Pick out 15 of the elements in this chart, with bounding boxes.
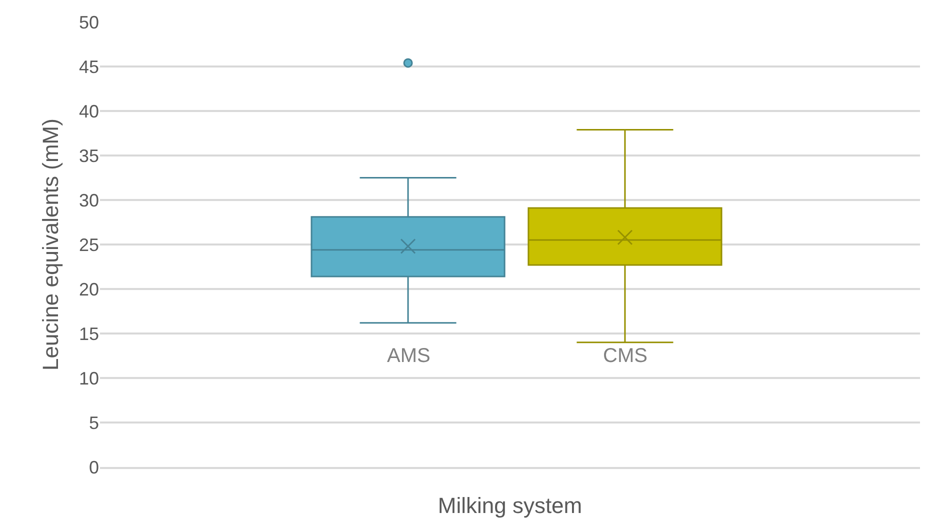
x-tick-label: AMS xyxy=(387,345,430,367)
y-tick-label: 50 xyxy=(78,12,99,32)
y-tick-label: 45 xyxy=(78,56,99,77)
y-tick-label: 35 xyxy=(78,146,99,166)
y-tick-label: 0 xyxy=(88,457,99,478)
y-tick-label: 15 xyxy=(78,324,99,344)
y-tick-label: 30 xyxy=(78,190,99,210)
y-tick-label: 40 xyxy=(78,101,99,122)
x-axis-title: Milking system xyxy=(438,493,582,518)
y-tick-label: 20 xyxy=(78,279,99,300)
y-tick-label: 10 xyxy=(78,368,99,388)
x-tick-label: CMS xyxy=(603,345,648,367)
y-tick-label: 5 xyxy=(88,412,99,433)
y-axis-title: Leucine equivalents (mM) xyxy=(38,118,63,370)
y-tick-label: 25 xyxy=(78,234,99,255)
